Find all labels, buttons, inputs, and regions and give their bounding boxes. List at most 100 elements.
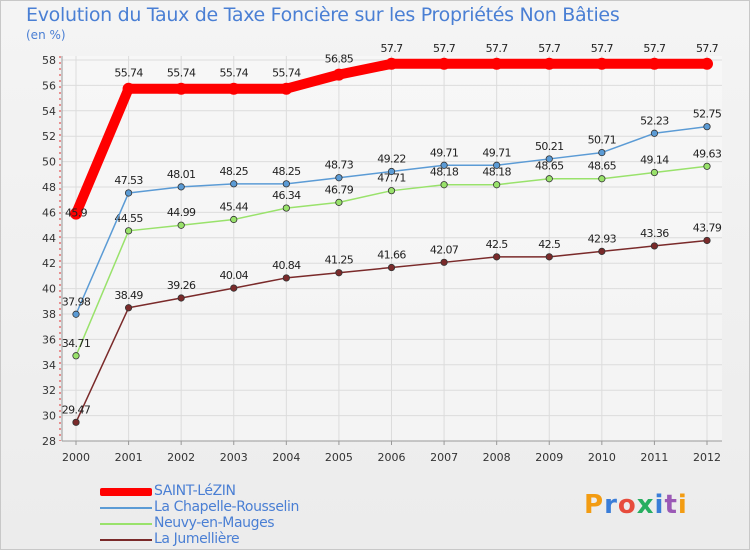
legend-swatch [100,539,152,541]
logo-letter: t [664,490,678,520]
data-label: 48.25 [272,165,301,178]
x-tick-label: 2003 [220,451,248,464]
y-tick-label: 56 [42,79,56,92]
data-point [490,57,503,70]
data-label: 55.74 [220,67,249,80]
legend-label: Neuvy-en-Mauges [154,515,275,531]
data-point [440,161,448,169]
legend-swatch [100,523,152,525]
data-label: 41.66 [377,249,406,262]
data-point [598,175,606,183]
data-point [177,221,185,229]
y-tick-label: 48 [42,181,56,194]
legend-swatch [100,507,152,509]
data-point [230,215,238,224]
data-label: 49.71 [482,146,511,159]
y-tick-label: 40 [42,283,56,296]
data-label: 49.22 [377,153,406,166]
data-label: 50.21 [535,140,564,153]
data-label: 47.71 [377,172,406,185]
data-point [440,181,448,189]
data-label: 46.79 [325,183,354,196]
data-point [493,161,501,169]
y-tick-label: 38 [42,308,56,321]
logo-letter: i [654,490,665,520]
legend-label: La Chapelle-Rousselin [154,499,299,515]
data-point [545,253,553,261]
data-label: 39.26 [167,279,196,292]
data-label: 43.79 [693,221,722,234]
data-point [387,187,396,195]
data-label: 48.73 [325,159,354,172]
proxiti-logo: Proxiti [584,490,688,520]
x-tick-label: 2000 [62,451,90,464]
data-point [648,57,661,70]
data-label: 57.7 [433,42,456,55]
logo-letter: P [584,490,605,520]
data-label: 57.7 [486,42,509,55]
data-label: 55.74 [272,67,301,80]
data-point [650,168,659,177]
data-point [493,181,501,189]
y-tick-label: 32 [42,384,56,397]
data-point [387,263,396,272]
data-point [282,204,290,212]
data-point [493,253,501,261]
data-label: 50.71 [588,134,617,147]
data-point [280,82,293,95]
x-tick-label: 2008 [483,451,511,464]
logo-letter: o [617,490,637,520]
data-label: 55.74 [167,67,196,80]
data-point [650,129,659,137]
data-point [177,183,185,191]
data-point [282,274,290,282]
data-label: 48.65 [535,160,564,173]
y-unit-label: (en %) [26,28,66,42]
data-label: 57.7 [643,42,666,55]
data-label: 57.7 [696,42,719,55]
data-point [701,57,713,70]
data-point [598,247,606,255]
data-label: 52.23 [640,114,669,127]
y-tick-label: 30 [42,410,56,423]
data-point [177,294,185,302]
data-label: 38.49 [114,289,143,302]
data-point [72,352,80,360]
data-label: 52.75 [693,108,722,121]
data-label: 48.18 [482,166,511,179]
x-tick-label: 2006 [378,451,406,464]
data-label: 41.25 [325,254,354,267]
data-label: 45.44 [220,201,249,214]
data-point [438,57,451,70]
chart-title: Evolution du Taux de Taxe Foncière sur l… [26,4,620,26]
data-point [440,258,448,266]
data-label: 43.36 [640,227,669,240]
data-point [703,162,711,170]
data-label: 55.74 [114,67,143,80]
data-label: 42.5 [538,238,561,251]
data-point [545,155,553,163]
logo-letter: i [677,490,688,520]
data-point [332,68,345,81]
data-point [650,242,659,250]
data-point [282,180,290,188]
data-point [70,207,82,220]
data-label: 48.01 [167,168,196,181]
data-label: 46.34 [272,189,301,202]
data-point [72,418,80,426]
x-tick-label: 2005 [325,451,353,464]
data-point [387,167,396,176]
data-label: 42.5 [486,238,509,251]
data-label: 44.55 [114,212,143,225]
data-label: 40.04 [220,269,249,282]
data-label: 49.71 [430,146,459,159]
y-tick-label: 58 [42,54,56,67]
data-label: 42.93 [588,232,617,245]
data-point [703,236,711,245]
x-tick-label: 2007 [430,451,458,464]
data-point [124,227,133,235]
data-point [703,123,711,131]
data-label: 49.14 [640,154,669,167]
data-point [122,82,135,95]
